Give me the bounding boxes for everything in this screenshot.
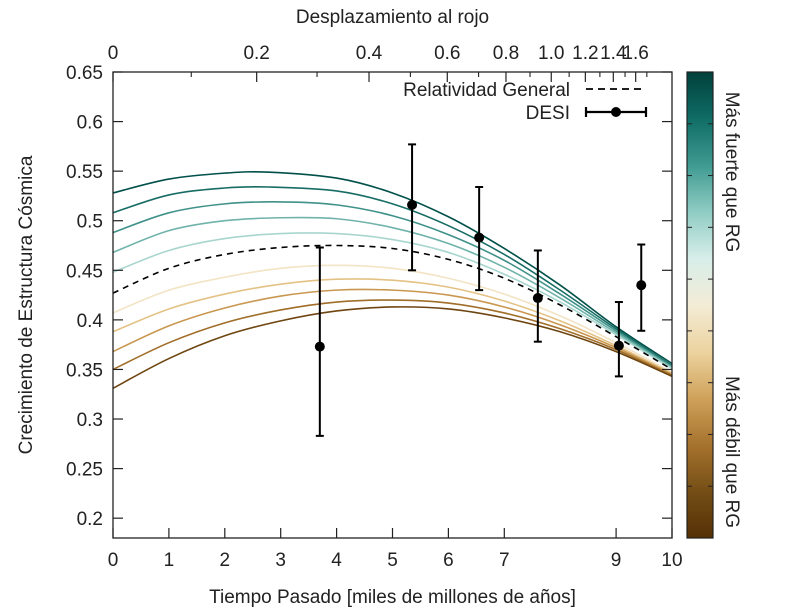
desi-point-3: [474, 232, 485, 243]
y-tick-label-8: 0.6: [77, 113, 103, 134]
y-tick-label-9: 0.65: [66, 63, 103, 84]
x-tick-label-5: 5: [387, 550, 398, 571]
x2-tick-label-2: 0.4: [356, 43, 383, 64]
model-curve-4: [112, 216, 673, 369]
desi-point-4: [532, 293, 543, 304]
x-tick-label-8: 9: [611, 550, 622, 571]
model-curve-1: [112, 170, 673, 365]
x2-tick-label-3: 0.6: [434, 43, 460, 64]
desi-point-6: [636, 280, 647, 291]
desi-point-2: [407, 199, 418, 210]
desi-point-1: [314, 341, 325, 352]
top-axis-title: Desplazamiento al rojo: [296, 7, 489, 28]
y-tick-label-7: 0.55: [66, 162, 103, 183]
model-curve-10: [112, 306, 673, 389]
model-curve-3: [112, 201, 673, 368]
x2-tick-label-7: 1.4: [600, 43, 627, 64]
y-tick-label-3: 0.35: [66, 360, 103, 381]
model-curve-5: [112, 232, 673, 370]
x-tick-label-4: 4: [331, 550, 342, 571]
y-tick-label-5: 0.45: [66, 261, 103, 282]
model-curve-6: [112, 264, 673, 374]
x2-tick-label-1: 0.2: [243, 43, 269, 64]
legend-desi-swatch-dot: [611, 107, 621, 117]
legend: Relatividad General DESI: [403, 80, 648, 124]
x2-tick-label-4: 0.8: [493, 43, 519, 64]
x2-tick-label-6: 1.2: [572, 43, 598, 64]
y-tick-label-4: 0.4: [77, 311, 104, 332]
y-tick-label-6: 0.5: [77, 212, 103, 233]
model-curve-9: [112, 299, 673, 377]
colorbar-top-label: Más fuerte que RG: [721, 92, 742, 253]
gr-curve: [112, 244, 673, 371]
axis-ticks: 0.20.250.30.350.40.450.50.550.60.650 1 2 3 4…: [66, 43, 683, 571]
colorbar: Más fuerte que RG Más débil que RG: [686, 71, 742, 539]
y-tick-label-1: 0.25: [66, 460, 103, 481]
colorbar-gradient: [686, 71, 714, 539]
x2-tick-label-5: 1.0: [538, 43, 564, 64]
desi-point-5: [613, 340, 624, 351]
x-tick-label-3: 3: [275, 550, 286, 571]
gr-reference-layer: [112, 244, 673, 371]
model-curve-8: [112, 288, 673, 376]
x-tick-label-1: 1: [164, 550, 175, 571]
x-tick-label-6: 6: [443, 550, 454, 571]
colorbar-bottom-label: Más débil que RG: [721, 376, 742, 528]
x-tick-label-0: 0: [108, 550, 119, 571]
x2-tick-label-8: 1.6: [622, 43, 648, 64]
y-tick-label-2: 0.3: [77, 410, 103, 431]
y-axis-title: Crecimiento de Estructura Cósmica: [16, 155, 37, 454]
bottom-axis-title: Tiempo Pasado [miles de millones de años…: [209, 587, 576, 608]
model-curves: [112, 170, 673, 389]
y-tick-label-0: 0.2: [77, 509, 103, 530]
x-tick-label-9: 10: [661, 550, 682, 571]
model-curve-7: [112, 278, 673, 375]
model-curve-2: [112, 185, 673, 367]
legend-desi-label: DESI: [526, 103, 570, 124]
desi-points-layer: [314, 143, 647, 437]
legend-gr-label: Relatividad General: [403, 80, 570, 101]
x-tick-label-7: 7: [499, 550, 510, 571]
colorbar-ticks: [687, 123, 713, 487]
x-tick-label-2: 2: [220, 550, 231, 571]
x2-tick-label-0: 0: [108, 43, 119, 64]
